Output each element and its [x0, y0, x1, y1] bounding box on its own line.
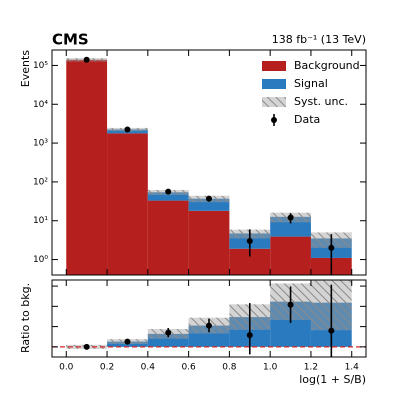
data-point	[246, 238, 253, 245]
y-tick-label: 10⁵	[33, 61, 48, 71]
x-tick-label: 0.0	[59, 363, 74, 373]
data-point	[83, 343, 90, 350]
x-axis-label: log(1 + S/B)	[299, 373, 366, 386]
y-axis-label: Events	[19, 50, 32, 88]
plot-frame	[51, 49, 367, 276]
legend-label: Data	[294, 113, 320, 126]
legend-swatch	[262, 79, 286, 89]
bar-background	[270, 236, 311, 275]
legend-label: Syst. unc.	[294, 95, 348, 108]
x-tick-label: 0.8	[222, 363, 237, 373]
data-point	[165, 329, 172, 336]
data-point	[124, 126, 131, 133]
data-point	[83, 56, 90, 63]
legend-label: Signal	[294, 77, 328, 90]
y-tick-label: 10⁰	[33, 255, 48, 265]
data-point	[246, 332, 253, 339]
bar-background	[188, 210, 230, 275]
ratio-y-label: Ratio to bkg.	[19, 283, 32, 353]
legend-swatch	[262, 97, 286, 107]
bar-background	[66, 59, 108, 275]
x-tick-label: 1.4	[345, 363, 360, 373]
y-tick-label: 10²	[33, 177, 48, 187]
data-point	[328, 327, 335, 334]
title: CMS	[52, 31, 89, 49]
data-point	[206, 322, 212, 329]
x-tick-label: 1.0	[263, 363, 278, 373]
bar-background	[147, 200, 189, 275]
x-tick-label: 0.4	[141, 363, 156, 373]
x-tick-label: 1.2	[304, 363, 318, 373]
legend-label: Background	[294, 59, 360, 72]
data-point	[328, 244, 335, 251]
subtitle: 138 fb⁻¹ (13 TeV)	[272, 33, 366, 46]
bar-signal	[147, 192, 189, 201]
bar-background	[107, 133, 148, 275]
plot-frame	[51, 279, 367, 358]
data-point	[287, 301, 294, 308]
data-point	[124, 338, 131, 345]
legend-swatch	[271, 117, 277, 123]
data-point	[287, 214, 294, 221]
y-tick-label: 10¹	[33, 216, 48, 226]
y-tick-label: 10³	[33, 139, 48, 149]
data-point	[165, 188, 172, 195]
x-tick-label: 0.6	[181, 363, 196, 373]
data-point	[206, 195, 212, 202]
y-tick-label: 10⁴	[33, 100, 48, 110]
legend-swatch	[262, 61, 286, 71]
x-tick-label: 0.2	[100, 363, 114, 373]
